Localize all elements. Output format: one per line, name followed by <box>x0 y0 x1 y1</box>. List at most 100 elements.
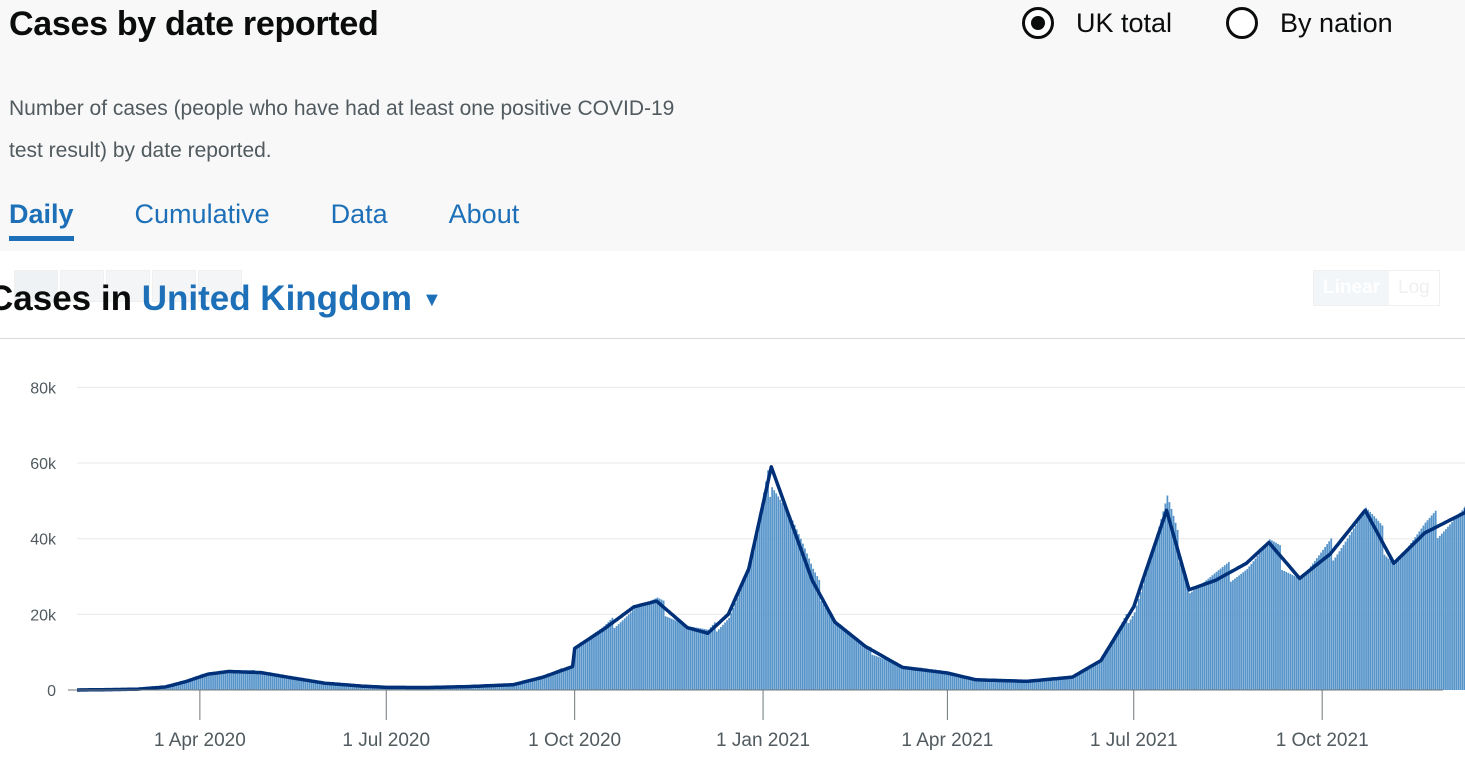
chart-type-tab[interactable] <box>198 270 242 302</box>
daily-bar <box>253 670 255 690</box>
daily-bar <box>763 492 765 690</box>
daily-bar <box>1352 528 1355 690</box>
daily-bar <box>718 629 720 690</box>
radio-uk-total[interactable]: UK total <box>1022 3 1172 43</box>
daily-bar <box>920 667 923 690</box>
daily-bar <box>527 680 530 690</box>
daily-bar <box>967 676 970 690</box>
daily-bar <box>1342 544 1345 690</box>
tab-about[interactable]: About <box>448 199 520 229</box>
daily-bar <box>834 624 837 690</box>
daily-bar <box>613 627 616 690</box>
scale-linear-button[interactable]: Linear <box>1314 271 1390 305</box>
daily-bar <box>615 626 618 690</box>
chart-type-tab[interactable] <box>14 270 58 302</box>
daily-bar <box>662 600 665 690</box>
daily-bar <box>744 576 747 690</box>
caret-down-icon[interactable]: ▼ <box>421 289 442 311</box>
daily-bar <box>554 671 556 690</box>
daily-bar <box>257 673 259 690</box>
daily-bar <box>1076 675 1079 690</box>
daily-bar <box>1254 558 1257 690</box>
radio-selected-icon[interactable] <box>1022 7 1054 39</box>
daily-bar <box>1416 534 1419 690</box>
tab-cumulative[interactable]: Cumulative <box>134 199 270 229</box>
daily-bar <box>1393 564 1396 690</box>
daily-bar <box>521 682 524 690</box>
daily-bar <box>1203 581 1206 690</box>
chart-type-tab[interactable] <box>152 270 196 302</box>
daily-bar <box>949 673 952 690</box>
daily-bar <box>1111 641 1113 690</box>
daily-bar <box>1275 542 1277 690</box>
daily-bar <box>1170 508 1173 690</box>
daily-bar <box>1187 586 1189 690</box>
daily-bar <box>525 681 528 690</box>
daily-bar <box>1363 511 1365 690</box>
y-tick-label: 0 <box>47 683 56 700</box>
daily-bar <box>226 671 229 690</box>
daily-bar <box>1199 585 1202 690</box>
daily-bar <box>1371 514 1374 690</box>
tab-data[interactable]: Data <box>330 199 388 229</box>
daily-bar <box>1291 574 1294 690</box>
daily-bar <box>648 601 651 690</box>
daily-bar <box>738 592 741 690</box>
daily-bar <box>1422 525 1425 690</box>
radio-unselected-icon[interactable] <box>1226 7 1259 39</box>
daily-bar <box>191 677 194 690</box>
daily-bar <box>801 543 804 690</box>
daily-bar <box>357 686 360 690</box>
daily-bar <box>1350 531 1353 690</box>
daily-bar <box>797 534 800 690</box>
daily-bar <box>826 610 829 690</box>
daily-bar <box>535 678 538 690</box>
daily-bar <box>1092 665 1095 690</box>
daily-bar <box>277 674 280 690</box>
daily-bar <box>212 673 214 690</box>
daily-bar <box>955 674 958 690</box>
daily-bar <box>795 529 798 690</box>
tab-daily[interactable]: Daily <box>9 196 74 241</box>
daily-bar <box>322 683 325 690</box>
daily-bar <box>588 636 591 690</box>
daily-bar <box>756 524 759 690</box>
radio-by-nation[interactable]: By nation <box>1226 3 1393 43</box>
chart-type-tab[interactable] <box>60 270 104 302</box>
daily-bar <box>562 671 565 690</box>
daily-bar <box>1029 681 1032 690</box>
daily-bar <box>246 670 249 690</box>
x-tick-label: 1 Apr 2021 <box>901 730 993 751</box>
daily-bar <box>1453 519 1455 690</box>
y-axis-ticks: 0 20k 40k 60k 80k <box>30 380 57 700</box>
daily-bar <box>494 685 497 690</box>
daily-bar <box>292 676 294 690</box>
chart-type-tab[interactable] <box>106 270 150 302</box>
daily-bar <box>703 628 706 690</box>
daily-bar <box>652 599 655 690</box>
daily-bar <box>1012 680 1015 690</box>
daily-bar <box>986 680 989 690</box>
daily-bar <box>1100 659 1103 690</box>
daily-bar <box>1037 680 1040 690</box>
daily-bar <box>906 666 909 690</box>
daily-bar <box>1277 543 1279 690</box>
daily-bar <box>488 685 491 690</box>
radio-label-by-nation: By nation <box>1280 8 1393 38</box>
daily-bar <box>775 493 778 690</box>
daily-bar <box>537 677 540 690</box>
daily-bar <box>1389 560 1392 690</box>
daily-bar <box>355 685 358 690</box>
daily-bar <box>943 672 946 690</box>
daily-bar <box>904 666 907 690</box>
daily-bar <box>326 683 329 690</box>
daily-bar <box>1250 563 1253 690</box>
daily-bar <box>324 683 327 690</box>
area-dropdown[interactable]: United Kingdom ▼ <box>142 279 442 318</box>
daily-bar <box>1432 513 1435 690</box>
daily-bar <box>971 677 974 690</box>
daily-bar <box>1438 535 1441 690</box>
daily-bar <box>969 677 972 690</box>
daily-bar <box>980 680 982 690</box>
scale-log-button[interactable]: Log <box>1389 271 1439 305</box>
